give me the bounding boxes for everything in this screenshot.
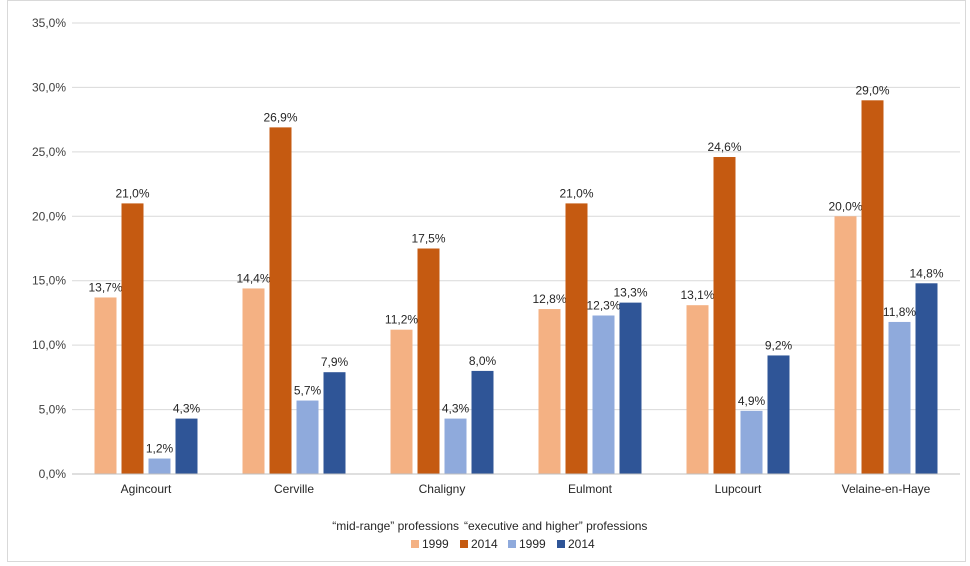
bar (390, 329, 413, 474)
bar (767, 355, 790, 474)
data-label: 17,5% (411, 232, 445, 246)
x-category-label: Chaligny (419, 482, 466, 496)
data-label: 5,7% (294, 384, 322, 398)
bar (740, 410, 763, 474)
bar (686, 305, 709, 474)
legend-swatch (460, 540, 468, 548)
bar (269, 127, 292, 475)
x-category-label: Cerville (274, 482, 314, 496)
legend-entry: 1999 (422, 537, 449, 551)
x-category-label: Lupcourt (715, 482, 762, 496)
legend-group-label: “executive and higher” professions (464, 519, 647, 533)
y-tick-label: 15,0% (32, 274, 66, 288)
data-label: 4,3% (173, 402, 201, 416)
legend-entry: 2014 (471, 537, 498, 551)
data-label: 21,0% (115, 186, 149, 200)
bar (888, 321, 911, 474)
data-label: 4,3% (442, 402, 470, 416)
bar (834, 216, 857, 475)
legend-swatch (557, 540, 565, 548)
bar (242, 288, 265, 474)
data-label: 8,0% (469, 354, 497, 368)
y-tick-label: 10,0% (32, 338, 66, 352)
bar (296, 400, 319, 474)
bar (592, 315, 615, 474)
bar (713, 157, 736, 475)
data-label: 11,2% (385, 313, 418, 327)
bar (861, 100, 884, 475)
legend-entry: 1999 (519, 537, 546, 551)
x-category-label: Agincourt (121, 482, 172, 496)
data-label: 26,9% (263, 110, 297, 124)
legend-group-label: “mid-range” professions (332, 519, 459, 533)
bar (538, 309, 561, 474)
bar (417, 248, 440, 474)
bar (121, 203, 144, 474)
bar (148, 458, 171, 474)
data-label: 11,8% (883, 305, 916, 319)
bar (565, 203, 588, 474)
legend-swatch (508, 540, 516, 548)
data-label: 24,6% (707, 140, 741, 154)
legend-entry: 2014 (568, 537, 595, 551)
data-label: 14,4% (236, 271, 270, 285)
data-label: 13,3% (613, 286, 647, 300)
x-category-label: Velaine-en-Haye (842, 482, 931, 496)
bar (915, 283, 938, 474)
y-tick-label: 35,0% (32, 16, 66, 30)
legend-swatch (411, 540, 419, 548)
bar (175, 418, 198, 474)
bar (619, 302, 642, 474)
data-label: 12,3% (586, 299, 620, 313)
bar (471, 370, 494, 474)
y-tick-label: 30,0% (32, 80, 66, 94)
data-label: 7,9% (321, 355, 349, 369)
data-label: 29,0% (855, 83, 889, 97)
data-label: 13,1% (680, 288, 714, 302)
data-label: 9,2% (765, 338, 793, 352)
y-tick-label: 20,0% (32, 209, 66, 223)
bar (323, 372, 346, 474)
data-label: 1,2% (146, 442, 174, 456)
data-label: 21,0% (559, 186, 593, 200)
bar (444, 418, 467, 474)
y-tick-label: 5,0% (39, 403, 67, 417)
data-label: 14,8% (909, 266, 943, 280)
data-label: 20,0% (828, 199, 862, 213)
x-category-label: Eulmont (568, 482, 613, 496)
data-label: 12,8% (532, 292, 566, 306)
data-label: 13,7% (88, 280, 122, 294)
y-tick-label: 25,0% (32, 145, 66, 159)
data-label: 4,9% (738, 394, 766, 408)
y-tick-label: 0,0% (39, 467, 67, 481)
bar (94, 297, 117, 474)
